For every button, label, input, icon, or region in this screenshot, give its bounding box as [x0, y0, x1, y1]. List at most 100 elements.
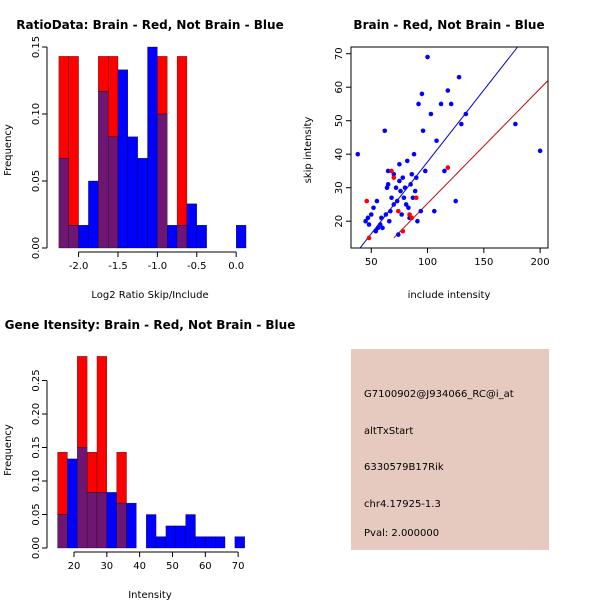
- ratio-y-label: Frequency: [3, 124, 14, 176]
- not-brain-point: [418, 208, 424, 214]
- not-brain-point: [409, 172, 415, 177]
- ratio-not-brain-bar: [186, 203, 197, 249]
- ratio-overlap-bar: [98, 91, 109, 249]
- scatter-y-label: skip intensity: [303, 117, 314, 184]
- not-brain-point: [413, 175, 419, 180]
- not-brain-point: [537, 148, 543, 154]
- scatter-y-axis: 20 30 40 50 60 70: [334, 47, 351, 228]
- ratio-not-brain-bar: [147, 46, 158, 249]
- gene-y-label: Frequency: [3, 424, 14, 476]
- ratio-x-axis: -2.0 -1.5 -1.0 -0.5 0.0: [69, 251, 244, 272]
- not-brain-point: [393, 185, 399, 190]
- not-brain-point: [382, 128, 388, 134]
- not-brain-point: [386, 218, 392, 224]
- not-brain-point: [400, 175, 406, 180]
- gene-y-tick-label: 0.25: [31, 369, 42, 391]
- ratio-y-tick-label: 0.15: [31, 36, 42, 58]
- ratio-brain-bar: [157, 56, 168, 115]
- not-brain-point: [422, 168, 428, 174]
- gene-overlap-bar: [77, 447, 88, 549]
- not-brain-point: [456, 74, 462, 80]
- ratio-y-tick-label: 0.00: [31, 237, 42, 259]
- ratio-not-brain-bar: [78, 225, 89, 249]
- not-brain-point: [397, 161, 402, 167]
- not-brain-point: [395, 232, 401, 237]
- gene-not-brain-bar: [146, 514, 157, 549]
- not-brain-point: [412, 188, 418, 194]
- not-brain-point: [379, 215, 384, 221]
- not-brain-point: [355, 151, 361, 157]
- not-brain-point: [383, 212, 389, 217]
- info-panel: G7100902@J934066_RC@i_at altTxStart 6330…: [351, 349, 549, 550]
- not-brain-point: [438, 101, 444, 107]
- scatter-x-tick-label: 100: [418, 257, 437, 268]
- gene-brain-bar: [96, 356, 107, 493]
- gene-x-tick-label: 30: [100, 561, 113, 572]
- not-brain-point: [415, 218, 420, 224]
- gene-overlap-bar: [96, 492, 107, 549]
- ratio-overlap-bar: [107, 136, 119, 249]
- not-brain-point: [365, 215, 371, 221]
- scatter-y-tick-label: 40: [334, 148, 345, 161]
- ratio-not-brain-bar: [88, 180, 99, 249]
- not-brain-point: [397, 178, 402, 184]
- gene-overlap-bar: [116, 502, 127, 549]
- gene-not-brain-bar: [165, 525, 176, 549]
- brain-point: [389, 168, 394, 174]
- not-brain-point: [442, 168, 447, 174]
- not-brain-point: [425, 54, 430, 60]
- scatter-plot-frame: [350, 46, 549, 249]
- ratio-not-brain-bar: [236, 225, 247, 249]
- gene-not-brain-bar: [67, 458, 78, 549]
- not-brain-point: [463, 111, 469, 117]
- gene-overlap-bar: [86, 492, 98, 549]
- ratio-not-brain-bar: [167, 225, 178, 249]
- ratio-histogram-panel: RatioData: Brain - Red, Not Brain - Blue…: [3, 18, 284, 301]
- gene-brain-bar: [116, 452, 127, 504]
- ratio-not-brain-bar: [117, 69, 128, 249]
- ratio-x-tick-label: -1.0: [148, 261, 168, 272]
- ratio-not-brain-bar: [127, 136, 138, 249]
- gene-y-tick-label: 0.10: [31, 470, 42, 492]
- not-brain-point: [445, 88, 451, 93]
- brain-point: [395, 208, 401, 214]
- gene-not-brain-bar: [195, 536, 206, 549]
- not-brain-point: [374, 198, 380, 204]
- ratio-brain-bar: [176, 56, 188, 226]
- ratio-not-brain-bar: [196, 225, 207, 249]
- gene-overlap-bar: [57, 514, 68, 549]
- gene-not-brain-bar: [155, 536, 167, 549]
- ratio-y-axis: 0.00 0.05 0.10 0.15: [31, 36, 48, 259]
- not-brain-point: [410, 195, 416, 201]
- gene-y-tick-label: 0.15: [31, 436, 42, 458]
- scatter-plot-panel: Brain - Red, Not Brain - Blue 50 100 150 20…: [303, 18, 550, 301]
- ratio-x-tick-label: -0.5: [187, 261, 207, 272]
- gene-not-brain-bar: [175, 525, 186, 549]
- gene-y-tick-label: 0.20: [31, 403, 42, 425]
- gene-brain-bar: [77, 356, 88, 448]
- not-brain-point: [371, 205, 376, 211]
- not-brain-point: [389, 195, 394, 201]
- scatter-x-tick-label: 200: [531, 257, 550, 268]
- scatter-y-tick-label: 30: [334, 181, 345, 194]
- ratio-overlap-bar: [68, 225, 79, 249]
- gene-x-tick-label: 40: [133, 561, 146, 572]
- gene-bars: [57, 356, 245, 549]
- gene-x-tick-label: 70: [232, 561, 245, 572]
- gene-x-tick-label: 60: [199, 561, 212, 572]
- gene-x-label: Intensity: [128, 590, 172, 600]
- ratio-not-brain-bar: [137, 158, 148, 249]
- ratio-brain-bar: [107, 56, 119, 137]
- ratio-y-tick-label: 0.10: [31, 103, 42, 125]
- info-box: [351, 349, 549, 550]
- not-brain-point: [406, 205, 411, 211]
- gene-not-brain-bar: [205, 536, 216, 549]
- scatter-y-tick-label: 60: [334, 81, 345, 94]
- not-brain-point: [368, 212, 374, 217]
- not-brain-point: [403, 202, 409, 207]
- scatter-y-tick-label: 70: [334, 47, 345, 60]
- ratio-brain-bar: [98, 56, 109, 92]
- not-brain-point: [375, 225, 381, 231]
- scatter-y-tick-label: 20: [334, 215, 345, 228]
- not-brain-point: [402, 185, 408, 190]
